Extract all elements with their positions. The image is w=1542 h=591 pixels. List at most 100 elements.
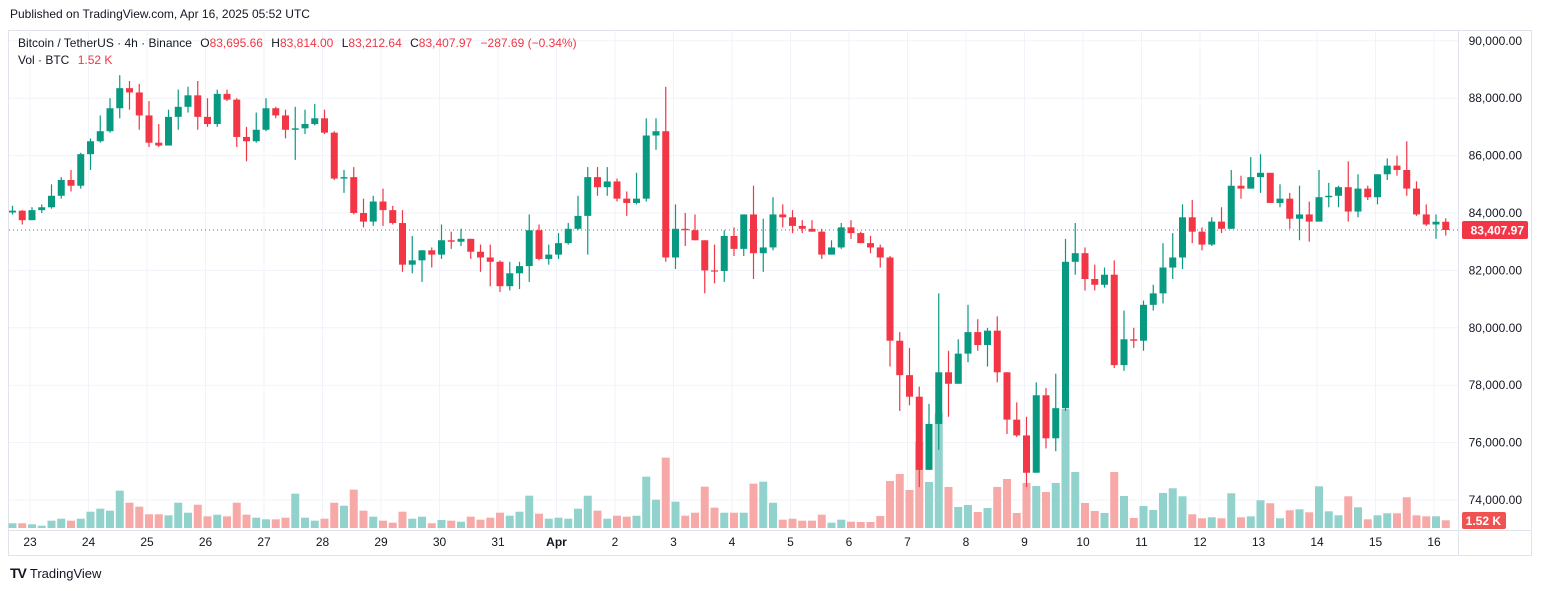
candle[interactable]	[291, 106, 299, 160]
candle[interactable]	[252, 112, 260, 143]
candle[interactable]	[87, 138, 94, 170]
candle[interactable]	[1422, 204, 1430, 226]
candle[interactable]	[174, 89, 182, 130]
candle[interactable]	[759, 218, 767, 272]
candle[interactable]	[155, 124, 163, 147]
candle[interactable]	[447, 231, 455, 249]
candle[interactable]	[506, 261, 514, 291]
candle[interactable]	[1218, 207, 1225, 234]
candle[interactable]	[750, 185, 757, 280]
candle[interactable]	[1354, 174, 1362, 218]
candle[interactable]	[1315, 169, 1323, 222]
candle[interactable]	[96, 115, 104, 143]
candle[interactable]	[330, 131, 338, 180]
candle[interactable]	[740, 214, 748, 257]
candle[interactable]	[233, 98, 241, 147]
candle[interactable]	[935, 293, 943, 450]
candle[interactable]	[38, 204, 46, 213]
candle[interactable]	[1052, 373, 1060, 452]
candle[interactable]	[818, 228, 826, 259]
candle[interactable]	[564, 223, 572, 245]
candle[interactable]	[1276, 184, 1284, 208]
candle[interactable]	[389, 205, 397, 225]
candle[interactable]	[1286, 192, 1294, 229]
candle[interactable]	[594, 167, 601, 196]
candle[interactable]	[945, 350, 952, 417]
candle[interactable]	[467, 238, 475, 259]
candle[interactable]	[623, 191, 631, 216]
candle[interactable]	[369, 195, 377, 226]
candle[interactable]	[350, 167, 358, 215]
candle[interactable]	[126, 80, 133, 110]
candle[interactable]	[282, 109, 289, 139]
candle[interactable]	[340, 169, 348, 193]
candle[interactable]	[1208, 217, 1216, 247]
candle[interactable]	[876, 244, 884, 268]
candle[interactable]	[915, 386, 923, 488]
candle[interactable]	[993, 316, 1001, 383]
candle[interactable]	[1432, 214, 1440, 239]
candle[interactable]	[837, 223, 845, 249]
candle[interactable]	[1130, 327, 1138, 348]
candle[interactable]	[272, 106, 280, 119]
candle[interactable]	[223, 89, 231, 102]
candle[interactable]	[106, 98, 114, 133]
candle[interactable]	[165, 109, 172, 146]
candle[interactable]	[1296, 185, 1303, 241]
candle[interactable]	[1101, 267, 1108, 288]
candle[interactable]	[1383, 158, 1391, 180]
candle[interactable]	[535, 224, 543, 261]
candle[interactable]	[828, 240, 835, 255]
candle[interactable]	[184, 86, 192, 113]
candle[interactable]	[1305, 201, 1313, 242]
candle[interactable]	[613, 178, 621, 202]
candle[interactable]	[525, 214, 533, 282]
candle[interactable]	[847, 220, 855, 239]
candle[interactable]	[642, 118, 650, 202]
candle[interactable]	[1364, 185, 1372, 201]
footer-brand[interactable]: TV TradingView	[10, 565, 101, 581]
candle[interactable]	[1120, 310, 1128, 371]
candle[interactable]	[1403, 141, 1411, 196]
candle[interactable]	[867, 235, 874, 254]
candle[interactable]	[1266, 172, 1274, 203]
candle[interactable]	[301, 109, 309, 135]
candle[interactable]	[584, 167, 592, 255]
candle[interactable]	[1169, 233, 1177, 280]
candle[interactable]	[711, 244, 718, 284]
candle[interactable]	[603, 167, 611, 196]
candle[interactable]	[555, 233, 562, 259]
candle[interactable]	[1149, 284, 1157, 311]
candle[interactable]	[896, 332, 904, 412]
candle[interactable]	[77, 152, 85, 189]
candle[interactable]	[574, 195, 582, 231]
candle[interactable]	[808, 220, 816, 232]
candle[interactable]	[418, 250, 426, 282]
candle[interactable]	[1003, 372, 1011, 434]
candle[interactable]	[486, 244, 494, 287]
candle[interactable]	[769, 197, 777, 251]
candle[interactable]	[662, 86, 670, 262]
candle[interactable]	[1159, 243, 1167, 304]
candle[interactable]	[701, 240, 709, 294]
candle[interactable]	[652, 118, 660, 150]
candle[interactable]	[194, 80, 202, 130]
candle[interactable]	[311, 103, 319, 126]
candle[interactable]	[954, 339, 962, 384]
candle[interactable]	[135, 83, 143, 130]
symbol-title[interactable]: Bitcoin / TetherUS · 4h · Binance	[18, 36, 192, 50]
candle[interactable]	[779, 204, 787, 228]
candle[interactable]	[633, 172, 640, 205]
candle[interactable]	[262, 98, 270, 132]
candle[interactable]	[1091, 264, 1099, 291]
candle[interactable]	[1227, 169, 1235, 229]
candle[interactable]	[516, 261, 523, 290]
candle[interactable]	[691, 214, 699, 241]
candle[interactable]	[886, 256, 894, 367]
candle[interactable]	[984, 327, 991, 367]
candle[interactable]	[789, 210, 796, 234]
candle[interactable]	[1237, 175, 1245, 199]
candle[interactable]	[1062, 238, 1069, 412]
candle[interactable]	[18, 210, 26, 225]
